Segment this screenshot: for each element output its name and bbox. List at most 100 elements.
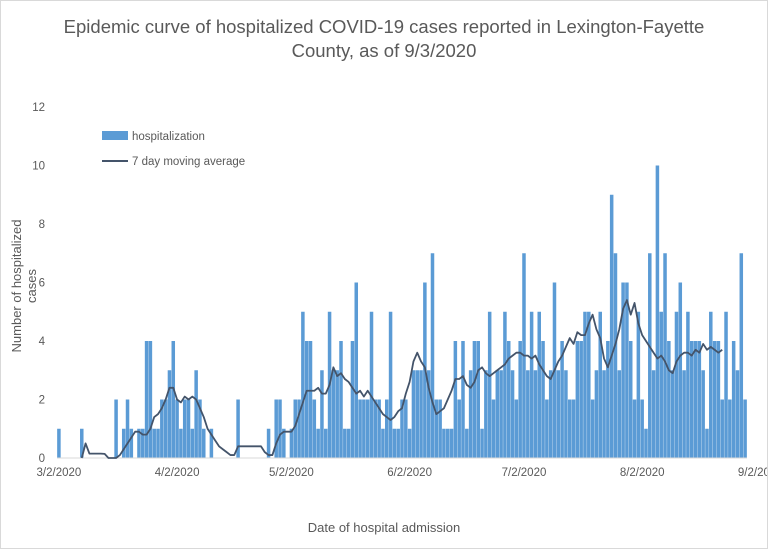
bar: [457, 399, 461, 458]
bar: [198, 399, 202, 458]
bar: [377, 399, 381, 458]
bar: [739, 253, 744, 458]
bar: [636, 311, 641, 458]
bar: [503, 311, 507, 458]
bar: [602, 370, 606, 458]
bar: [266, 428, 271, 458]
bar: [141, 428, 145, 458]
bar: [674, 311, 679, 458]
bar: [453, 341, 458, 458]
bar: [667, 341, 671, 458]
bar: [621, 282, 625, 458]
bar: [339, 341, 343, 458]
chart-title: Epidemic curve of hospitalized COVID-19 …: [1, 15, 767, 63]
bar: [236, 399, 240, 458]
bar: [407, 428, 412, 458]
bar: [587, 311, 591, 458]
moving-average-line: [80, 299, 723, 459]
bar: [335, 370, 339, 458]
bar: [644, 428, 648, 458]
y-tick-label: 10: [32, 161, 45, 173]
bar: [381, 428, 385, 458]
bar: [720, 399, 724, 458]
bar: [709, 311, 713, 458]
bar: [468, 370, 473, 458]
bar: [297, 399, 301, 458]
bar: [655, 165, 660, 458]
bar: [186, 399, 191, 458]
bar: [316, 428, 320, 458]
chart-title-line-1: Epidemic curve of hospitalized COVID-19 …: [63, 16, 705, 37]
bar: [152, 428, 156, 458]
bar: [533, 370, 538, 458]
y-tick-label: 8: [39, 219, 45, 231]
bar: [686, 311, 690, 458]
bar: [125, 399, 130, 458]
bar: [529, 311, 534, 458]
bar: [476, 341, 480, 458]
bar: [651, 370, 656, 458]
bar: [609, 194, 614, 458]
bar: [484, 370, 488, 458]
bar: [575, 341, 580, 458]
bar: [121, 428, 126, 458]
legend-label-hospitalization: hospitalization: [132, 131, 205, 143]
bar: [663, 253, 667, 458]
bar: [472, 341, 477, 458]
bar: [278, 399, 282, 458]
bar: [567, 399, 572, 458]
bar: [293, 399, 298, 458]
bar: [182, 399, 187, 458]
bar: [392, 428, 397, 458]
bar: [606, 341, 610, 458]
bar: [171, 341, 176, 458]
x-axis-label: Date of hospital admission: [307, 520, 461, 535]
bar: [583, 311, 587, 458]
bar: [689, 341, 694, 458]
bar: [743, 399, 747, 458]
bar: [518, 341, 522, 458]
bar: [365, 399, 370, 458]
bar: [282, 428, 286, 458]
bar: [202, 428, 206, 458]
x-tick-label: 5/2/2020: [269, 467, 314, 479]
bar: [194, 370, 198, 458]
bar: [411, 370, 416, 458]
bar: [209, 428, 214, 458]
x-tick-label: 8/2/2020: [620, 467, 665, 479]
bar: [430, 253, 435, 458]
bar: [163, 399, 168, 458]
legend-bar-swatch: [102, 131, 128, 140]
bar: [362, 399, 366, 458]
bar: [449, 428, 454, 458]
bar: [625, 282, 629, 458]
bar: [697, 341, 702, 458]
x-tick-label: 3/2/2020: [37, 467, 82, 479]
bar: [404, 399, 408, 458]
bar: [648, 253, 652, 458]
bar: [678, 282, 683, 458]
bar: [701, 370, 705, 458]
bar: [274, 399, 278, 458]
bar: [80, 428, 84, 458]
bar: [640, 399, 644, 458]
bar: [510, 370, 515, 458]
bar: [617, 370, 622, 458]
bar: [304, 341, 309, 458]
bar: [491, 399, 496, 458]
bar: [175, 399, 179, 458]
bar: [289, 428, 294, 458]
y-tick-label: 12: [32, 102, 45, 114]
bar: [682, 370, 686, 458]
bar: [579, 341, 583, 458]
bar: [560, 341, 564, 458]
bar: [343, 428, 347, 458]
bar: [160, 399, 164, 458]
bar: [445, 428, 450, 458]
bar: [354, 282, 359, 458]
x-tick-label: 6/2/2020: [387, 467, 432, 479]
bar: [537, 311, 541, 458]
legend-label-moving-average: 7 day moving average: [132, 156, 245, 168]
bar: [598, 311, 602, 458]
bar: [179, 428, 183, 458]
